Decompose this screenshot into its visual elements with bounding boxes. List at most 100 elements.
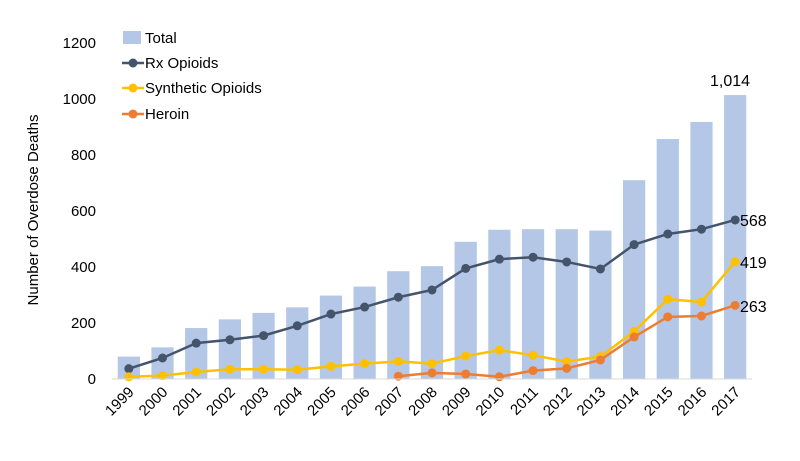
- point-synthetic-opioids-2012: [562, 357, 572, 367]
- point-rx-opioids-2006: [360, 302, 370, 312]
- x-tick-2011: 2011: [507, 384, 542, 419]
- point-synthetic-opioids-2015: [663, 294, 673, 304]
- x-tick-2017: 2017: [708, 384, 744, 420]
- line-group: [124, 215, 740, 382]
- point-synthetic-opioids-2000: [158, 371, 168, 381]
- point-rx-opioids-2010: [494, 254, 504, 264]
- point-heroin-2007: [393, 371, 403, 381]
- legend-marker-rx: [128, 58, 138, 68]
- bar-total-2009: [454, 241, 477, 379]
- y-tick-600: 600: [71, 203, 96, 220]
- x-tick-2002: 2002: [203, 384, 239, 420]
- y-tick-400: 400: [71, 259, 96, 276]
- y-tick-1000: 1000: [63, 91, 96, 108]
- bar-total-2015: [656, 139, 679, 379]
- point-heroin-2017: [730, 300, 740, 310]
- point-synthetic-opioids-2007: [393, 356, 403, 366]
- y-axis: 0 200 400 600 800 1000 1200: [63, 35, 96, 388]
- x-tick-2009: 2009: [439, 384, 475, 420]
- data-label-total-2017: 1,014: [710, 73, 750, 90]
- x-tick-2008: 2008: [405, 384, 441, 420]
- point-rx-opioids-2013: [595, 264, 605, 274]
- legend-label-total: Total: [145, 30, 177, 47]
- point-heroin-2008: [427, 368, 437, 378]
- bar-total-2004: [286, 307, 309, 379]
- legend-marker-heroin: [128, 109, 138, 119]
- bar-total-2016: [690, 121, 713, 380]
- x-tick-2016: 2016: [675, 384, 711, 420]
- point-heroin-2013: [595, 355, 605, 365]
- point-rx-opioids-2004: [292, 321, 302, 331]
- bar-total-2014: [622, 180, 646, 379]
- y-tick-1200: 1200: [63, 35, 96, 52]
- x-axis: 1999200020012002200320042005200620072008…: [102, 378, 752, 420]
- x-tick-2004: 2004: [270, 384, 306, 420]
- x-tick-2012: 2012: [540, 384, 576, 420]
- point-rx-opioids-2001: [191, 338, 201, 348]
- x-tick-2003: 2003: [237, 384, 273, 420]
- x-tick-2007: 2007: [372, 384, 408, 420]
- point-synthetic-opioids-2003: [259, 364, 269, 374]
- legend-label-rx: Rx Opioids: [145, 55, 218, 72]
- x-tick-2000: 2000: [136, 384, 172, 420]
- x-tick-2001: 2001: [169, 384, 205, 420]
- bar-total-2006: [353, 286, 376, 379]
- point-synthetic-opioids-2009: [461, 351, 471, 361]
- point-rx-opioids-2005: [326, 309, 336, 319]
- point-rx-opioids-2011: [528, 252, 538, 262]
- point-rx-opioids-2016: [696, 224, 706, 234]
- point-synthetic-opioids-2008: [427, 359, 437, 369]
- y-tick-800: 800: [71, 147, 96, 164]
- point-rx-opioids-2003: [259, 331, 269, 341]
- point-rx-opioids-2015: [663, 229, 673, 239]
- bar-total-2010: [488, 229, 511, 379]
- point-synthetic-opioids-1999: [124, 372, 134, 382]
- bar-total-2011: [521, 229, 545, 379]
- point-synthetic-opioids-2006: [360, 359, 370, 369]
- x-tick-2013: 2013: [574, 384, 610, 420]
- point-heroin-2014: [629, 332, 639, 342]
- bar-total-2008: [420, 266, 444, 379]
- x-tick-1999: 1999: [102, 384, 138, 420]
- legend-label-synthetic: Synthetic Opioids: [145, 80, 262, 97]
- data-label-synthetic-2017: 419: [740, 255, 767, 272]
- legend: Total Rx Opioids Synthetic Opioids Heroi…: [122, 30, 262, 123]
- point-rx-opioids-2007: [393, 292, 403, 302]
- point-synthetic-opioids-2004: [292, 365, 302, 375]
- point-rx-opioids-1999: [124, 364, 134, 374]
- bar-total-2002: [218, 319, 242, 379]
- point-heroin-2010: [494, 372, 504, 382]
- point-rx-opioids-2012: [562, 257, 572, 267]
- point-heroin-2009: [461, 369, 471, 379]
- x-tick-2005: 2005: [304, 384, 340, 420]
- bar-group: [117, 95, 747, 380]
- point-rx-opioids-2008: [427, 285, 437, 295]
- legend-swatch-total: [123, 31, 141, 44]
- point-synthetic-opioids-2010: [494, 345, 504, 355]
- point-rx-opioids-2002: [225, 335, 235, 345]
- bar-total-2017: [724, 95, 747, 379]
- point-synthetic-opioids-2016: [696, 297, 706, 307]
- x-tick-2014: 2014: [607, 384, 643, 420]
- point-synthetic-opioids-2017: [730, 257, 740, 267]
- bar-total-2003: [252, 312, 275, 379]
- point-rx-opioids-2009: [461, 263, 471, 273]
- point-synthetic-opioids-2001: [191, 367, 201, 377]
- y-tick-0: 0: [88, 371, 96, 388]
- point-rx-opioids-2017: [730, 215, 740, 225]
- legend-marker-synthetic: [128, 83, 138, 93]
- point-heroin-2015: [663, 312, 673, 322]
- y-tick-200: 200: [71, 315, 96, 332]
- point-rx-opioids-2014: [629, 240, 639, 250]
- bar-total-2001: [185, 328, 208, 379]
- y-axis-title: Number of Overdose Deaths: [25, 115, 42, 306]
- point-heroin-2016: [696, 311, 706, 321]
- point-rx-opioids-2000: [158, 353, 168, 363]
- data-label-heroin-2017: 263: [740, 299, 767, 316]
- x-tick-2006: 2006: [338, 384, 374, 420]
- data-label-rx-2017: 568: [740, 213, 767, 230]
- bar-total-2012: [555, 229, 578, 379]
- legend-label-heroin: Heroin: [145, 106, 189, 123]
- point-heroin-2011: [528, 366, 538, 376]
